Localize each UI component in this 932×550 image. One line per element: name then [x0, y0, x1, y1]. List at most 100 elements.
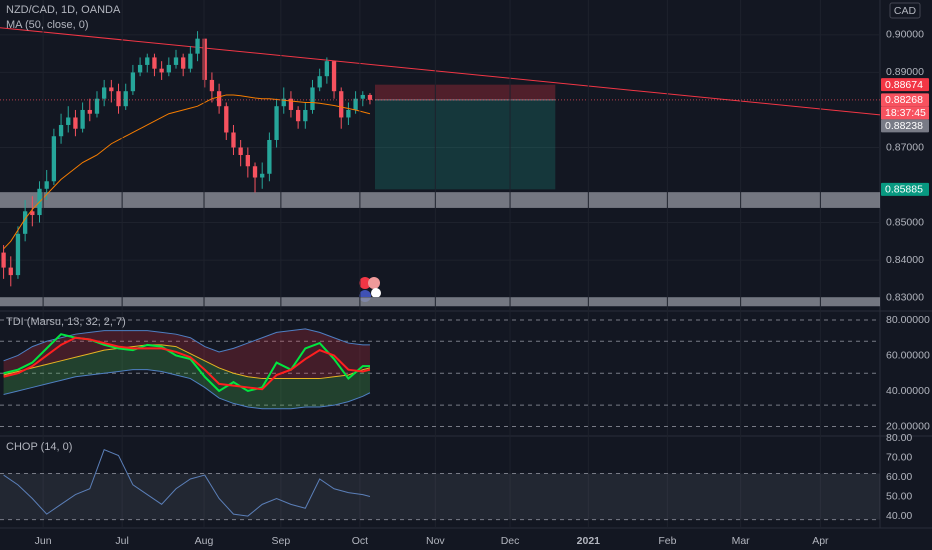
countdown-box — [881, 106, 929, 120]
series-line — [3, 369, 371, 410]
candle-body — [51, 136, 57, 182]
candle-body — [87, 109, 92, 114]
candle-body — [331, 61, 337, 92]
candle-body — [310, 87, 315, 110]
candle-body — [1, 252, 6, 268]
y-tick-label: 0.84000 — [886, 254, 924, 266]
y-tick-label: 40.00000 — [886, 385, 930, 397]
zone — [0, 297, 880, 307]
candle-body — [130, 72, 136, 92]
candle-body — [260, 173, 265, 178]
y-tick-label: 80.00000 — [886, 314, 930, 326]
x-tick-label: Sep — [272, 535, 291, 547]
candle-body — [173, 57, 179, 65]
candle-body — [94, 98, 100, 114]
price-marker-label: 0.88674 — [885, 79, 923, 91]
price-marker — [881, 182, 929, 196]
target-zone — [374, 99, 556, 190]
price-marker — [881, 119, 929, 133]
y-tick-label: 0.83000 — [886, 291, 924, 303]
series-line — [3, 94, 371, 250]
candle-body — [339, 91, 344, 118]
candle-body — [224, 106, 229, 133]
candle-body — [245, 155, 250, 167]
candle-body — [123, 91, 128, 107]
event-icon[interactable] — [368, 277, 380, 289]
candle-body — [166, 64, 171, 73]
candle-body — [15, 233, 21, 276]
candle-body — [30, 211, 35, 216]
x-tick-label: Jul — [115, 535, 128, 547]
series-line — [3, 328, 370, 362]
candle-body — [66, 117, 71, 125]
candle-body — [353, 98, 358, 110]
price-marker-label: 0.88238 — [885, 120, 923, 132]
y-tick-label: 40.00 — [886, 510, 912, 522]
y-tick-label: 70.00 — [886, 451, 912, 463]
y-tick-label: 60.00 — [886, 471, 912, 483]
candle-body — [22, 211, 28, 234]
y-tick-label: 50.00 — [886, 490, 912, 502]
x-tick-label: Nov — [426, 535, 445, 547]
candle-body — [145, 57, 150, 65]
series-line — [3, 449, 371, 517]
candle-body — [195, 38, 200, 54]
candle-body — [317, 76, 322, 88]
x-tick-label: Mar — [732, 535, 751, 547]
band-fill — [3, 344, 370, 409]
candle-body — [288, 98, 294, 110]
series-line — [3, 333, 370, 393]
event-icon[interactable] — [371, 288, 381, 298]
pane — [0, 449, 880, 521]
currency-box — [889, 2, 921, 19]
pane-title: NZD/CAD, 1D, OANDA — [6, 4, 121, 16]
candle-body — [202, 38, 207, 80]
candle-body — [159, 68, 164, 73]
price-marker — [881, 78, 929, 92]
trendline — [0, 27, 880, 116]
candle-body — [238, 147, 243, 155]
y-tick-label: 80.00 — [886, 432, 912, 444]
candle-body — [137, 64, 143, 73]
x-tick-label: Dec — [501, 535, 520, 547]
event-icon[interactable] — [359, 277, 371, 289]
candle-body — [346, 109, 351, 118]
candle-body — [102, 87, 107, 99]
countdown-label: 18:37:45 — [885, 107, 926, 119]
series-line — [3, 344, 371, 380]
candle-body — [109, 87, 114, 92]
candle-body — [303, 109, 308, 122]
candle-body — [367, 94, 373, 100]
stop-zone — [374, 84, 556, 100]
candle-body — [324, 61, 330, 77]
legend-entry: MA (50, close, 0) — [6, 19, 89, 31]
x-tick-label: Oct — [352, 535, 368, 547]
candle-body — [216, 91, 222, 107]
candle-body — [188, 53, 193, 69]
candle-body — [281, 98, 286, 107]
y-tick-label: 0.89000 — [886, 66, 924, 78]
candle-body — [267, 139, 272, 174]
candle-body — [360, 94, 365, 99]
candle-body — [295, 109, 301, 122]
candle-body — [73, 117, 78, 129]
candle-body — [274, 106, 279, 140]
candle-body — [8, 267, 13, 276]
zone — [0, 192, 880, 208]
candle-body — [80, 109, 85, 129]
x-tick-label: Feb — [658, 535, 676, 547]
band — [0, 473, 880, 520]
currency-label: CAD — [894, 5, 917, 17]
candle-body — [44, 181, 49, 189]
x-tick-label: 2021 — [577, 535, 601, 547]
y-tick-label: 0.87000 — [886, 141, 924, 153]
candle-body — [209, 79, 215, 92]
pane — [0, 319, 880, 427]
y-tick-label: 0.90000 — [886, 29, 924, 41]
x-tick-label: Jun — [35, 535, 52, 547]
pane-title: CHOP (14, 0) — [6, 441, 72, 453]
x-tick-label: Aug — [195, 535, 214, 547]
